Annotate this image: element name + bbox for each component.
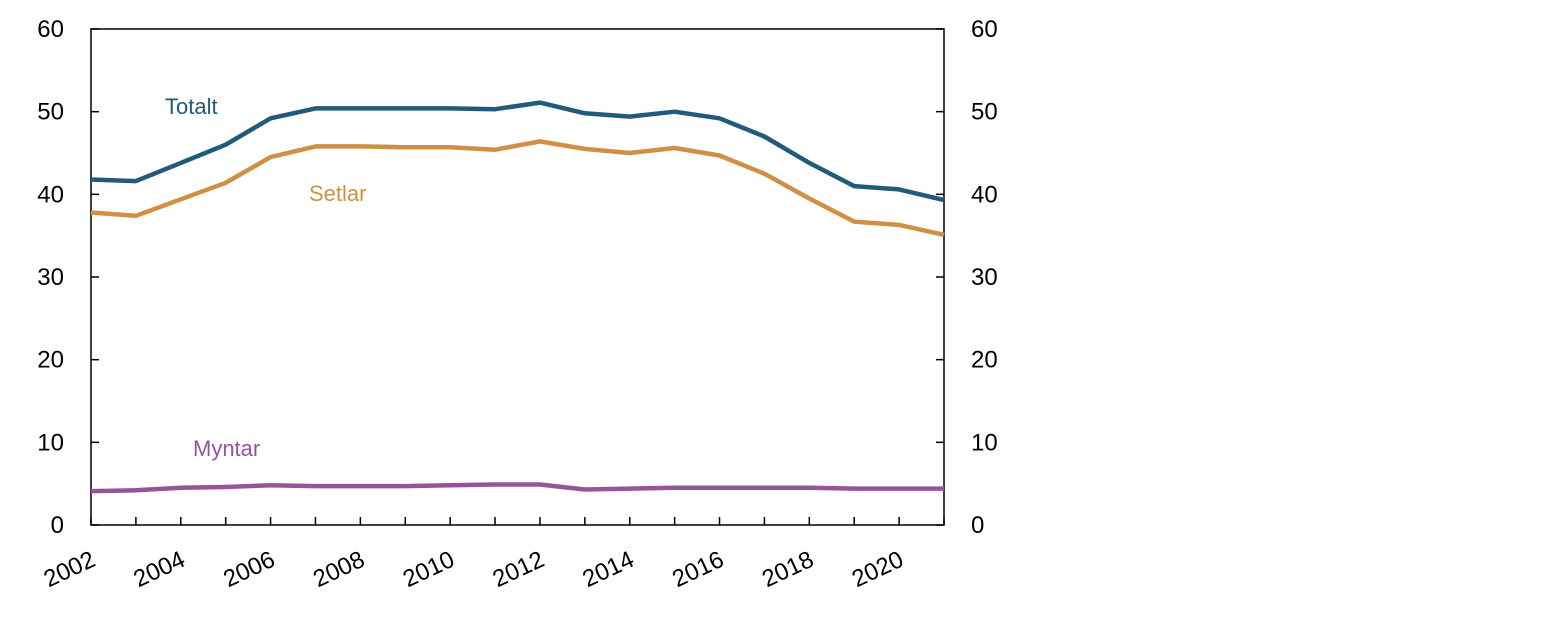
y-tick-label-right: 0 (971, 512, 984, 539)
y-tick-label-right: 60 (971, 16, 998, 43)
series-label-setlar: Setlar (309, 181, 366, 206)
y-tick-label-left: 30 (37, 264, 64, 291)
series-label-totalt: Totalt (165, 94, 218, 119)
x-axis: 2002 2004 2006 2008 2010 2012 2014 2016 2018 2020 (40, 517, 945, 593)
x-tick-label: 2020 (848, 546, 908, 593)
x-tick-label: 2002 (40, 546, 100, 593)
x-tick-label: 2008 (309, 546, 369, 593)
x-tick-label: 2004 (130, 546, 190, 593)
y-tick-label-right: 50 (971, 99, 998, 126)
y-tick-label-left: 60 (37, 16, 64, 43)
y-tick-label-right: 40 (971, 181, 998, 208)
series-line-myntar (90, 482, 944, 494)
series-line-totalt (90, 100, 945, 203)
series-label-myntar: Myntar (193, 436, 260, 461)
series-line-setlar (90, 139, 945, 237)
y-tick-label-right: 10 (971, 429, 998, 456)
x-tick-label: 2010 (399, 546, 459, 593)
series-lines (90, 100, 945, 494)
x-tick-label: 2006 (219, 546, 279, 593)
y-axis-right: 0 10 20 30 40 50 60 (936, 16, 998, 539)
x-tick-label: 2016 (668, 546, 728, 593)
y-tick-label-left: 50 (37, 99, 64, 126)
y-tick-label-left: 40 (37, 181, 64, 208)
y-axis-left: 0 10 20 30 40 50 60 (37, 16, 99, 539)
y-tick-label-left: 0 (51, 512, 64, 539)
x-tick-label: 2014 (578, 546, 638, 593)
y-tick-label-left: 10 (37, 429, 64, 456)
y-tick-label-right: 30 (971, 264, 998, 291)
y-tick-label-right: 20 (971, 347, 998, 374)
y-tick-label-left: 20 (37, 347, 64, 374)
x-tick-label: 2012 (489, 546, 549, 593)
x-tick-label: 2018 (758, 546, 818, 593)
